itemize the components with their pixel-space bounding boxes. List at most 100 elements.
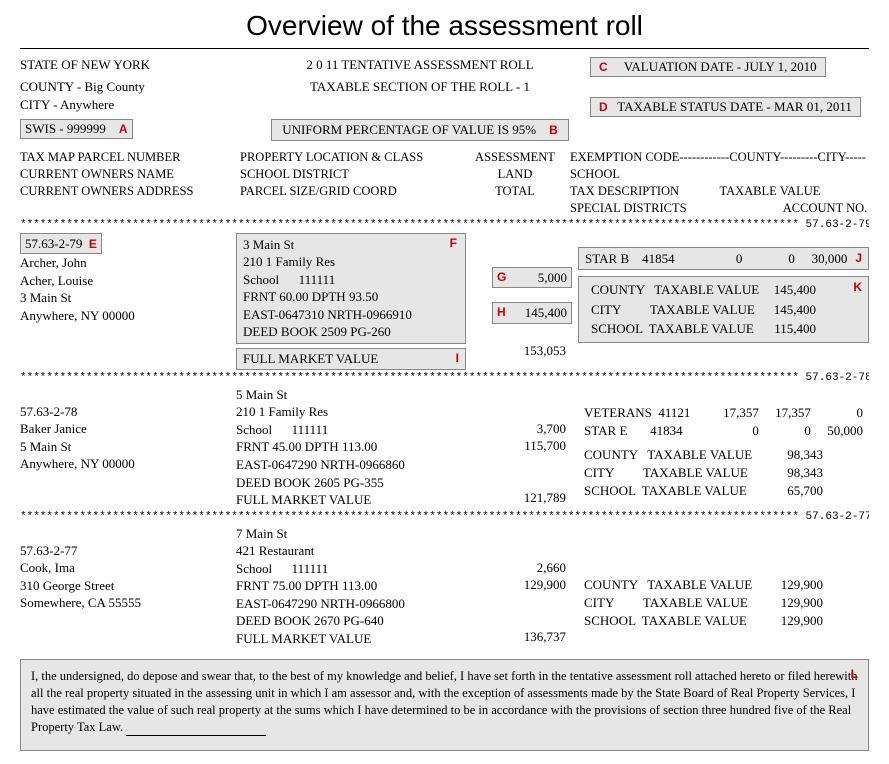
city-label: CITY - Anywhere <box>20 97 250 117</box>
parcel1-addr2: Anywhere, NY 00000 <box>20 307 230 325</box>
hdr-c4c: SPECIAL DISTRICTS ACCOUNT NO. <box>570 200 869 217</box>
roll-title: 2 0 11 TENTATIVE ASSESSMENT ROLL <box>250 57 590 77</box>
parcel2-fmv: 121,789 <box>472 489 566 507</box>
parcel3-east: EAST-0647290 NRTH-0966800 <box>236 595 466 613</box>
parcel1-ex-county: 0 <box>690 250 742 268</box>
parcel1-fmv: 153,053 <box>472 342 572 360</box>
hdr-c4b: TAX DESCRIPTION TAXABLE VALUE <box>570 183 869 200</box>
p2-ex1: VETERANS 41121 <box>580 405 711 421</box>
parcel1-east: EAST-0647310 NRTH-0966910 <box>243 306 459 324</box>
letter-c: C <box>599 60 608 74</box>
p2-tv-school-l: SCHOOL TAXABLE VALUE <box>580 483 776 499</box>
signature-line <box>126 735 266 736</box>
parcel1-id: 57.63-2-79 <box>25 236 82 251</box>
letter-b: B <box>549 123 558 137</box>
parcel3-addr2: Somewhere, CA 55555 <box>20 594 230 612</box>
p1-tv-county-l: COUNTY TAXABLE VALUE <box>587 281 767 299</box>
hdr-c4a: EXEMPTION CODE------------COUNTY--------… <box>570 149 869 183</box>
state-label: STATE OF NEW YORK <box>20 57 250 77</box>
parcel1-fmv-label: FULL MARKET VALUE <box>243 351 378 366</box>
p2-tv-city-v: 98,343 <box>778 465 827 481</box>
p2-tv-county-v: 98,343 <box>778 447 827 463</box>
letter-e: E <box>89 237 97 251</box>
parcel3-school: School 111111 <box>236 560 466 578</box>
parcel1-ex-school: 30,000 <box>795 250 847 268</box>
parcel2-addr2: Anywhere, NY 00000 <box>20 455 230 473</box>
parcel3-owner1: Cook, Ima <box>20 559 230 577</box>
page-title: Overview of the assessment roll <box>20 10 869 42</box>
uniform-pct: UNIFORM PERCENTAGE OF VALUE IS 95% <box>282 122 536 137</box>
p2-ex1-city: 17,357 <box>765 405 815 421</box>
parcel2-owner1: Baker Janice <box>20 420 230 438</box>
parcel2-fmv-label: FULL MARKET VALUE <box>236 491 466 509</box>
p1-tv-city-l: CITY TAXABLE VALUE <box>587 301 767 319</box>
letter-j: J <box>855 250 862 268</box>
parcel2-total: 115,700 <box>472 437 566 455</box>
parcel1-class: 210 1 Family Res <box>243 253 459 271</box>
parcel2-land: 3,700 <box>472 420 566 438</box>
parcel3-deed: DEED BOOK 2670 PG-640 <box>236 612 466 630</box>
hdr-c2b: SCHOOL DISTRICT <box>240 166 460 183</box>
p2-ex2-city: 0 <box>765 423 815 439</box>
letter-l: L <box>851 666 858 682</box>
parcel-row: 57.63-2-79 E Archer, John Acher, Louise … <box>20 233 869 370</box>
hdr-c1a: TAX MAP PARCEL NUMBER <box>20 149 240 166</box>
p3-tv-city-v: 129,900 <box>773 595 827 611</box>
parcel2-class: 210 1 Family Res <box>236 403 466 421</box>
county-label: COUNTY - Big County <box>20 79 250 95</box>
p3-tv-city-l: CITY TAXABLE VALUE <box>580 595 771 611</box>
parcel3-total: 129,900 <box>472 576 566 594</box>
parcel3-addr1: 310 George Street <box>20 577 230 595</box>
star-suffix-1: 57.63-2-79 *************** <box>799 219 869 231</box>
parcel3-class: 421 Restaurant <box>236 542 466 560</box>
letter-d: D <box>599 100 608 114</box>
taxable-status-date: TAXABLE STATUS DATE - MAR 01, 2011 <box>617 99 852 114</box>
star-suffix-2: 57.63-2-78 *************** <box>799 372 869 384</box>
parcel2-id: 57.63-2-78 <box>20 403 230 421</box>
hdr-c1c: CURRENT OWNERS ADDRESS <box>20 183 240 200</box>
letter-k: K <box>853 279 862 295</box>
oath-box: L I, the undersigned, do depose and swea… <box>20 659 869 751</box>
parcel1-loc: 3 Main St <box>243 236 459 254</box>
p2-tv-city-l: CITY TAXABLE VALUE <box>580 465 776 481</box>
hdr-c3b: LAND <box>460 166 570 183</box>
column-headers: TAX MAP PARCEL NUMBER CURRENT OWNERS NAM… <box>20 149 869 217</box>
letter-g: G <box>497 269 506 285</box>
parcel3-frnt: FRNT 75.00 DPTH 113.00 <box>236 577 466 595</box>
p2-ex2: STAR E 41834 <box>580 423 711 439</box>
p1-tv-school-v: 115,400 <box>769 320 820 338</box>
parcel-row: 57.63-2-78 Baker Janice 5 Main St Anywhe… <box>20 386 869 509</box>
parcel1-exempt: STAR B 41854 <box>585 250 690 268</box>
p1-tv-school-l: SCHOOL TAXABLE VALUE <box>587 320 767 338</box>
divider-stars: ****************************************… <box>20 511 869 523</box>
hdr-c2a: PROPERTY LOCATION & CLASS <box>240 149 460 166</box>
p2-ex1-school: 0 <box>817 405 867 421</box>
p3-tv-school-v: 129,900 <box>773 613 827 629</box>
valuation-date: VALUATION DATE - JULY 1, 2010 <box>624 59 817 74</box>
parcel1-total: 145,400 <box>525 305 567 320</box>
parcel1-addr1: 3 Main St <box>20 289 230 307</box>
p2-ex2-school: 50,000 <box>817 423 867 439</box>
parcel3-fmv: 136,737 <box>472 628 566 646</box>
parcel2-frnt: FRNT 45.00 DPTH 113.00 <box>236 438 466 456</box>
letter-h: H <box>497 304 506 320</box>
p1-tv-city-v: 145,400 <box>769 301 820 319</box>
oath-text: I, the undersigned, do depose and swear … <box>31 669 857 734</box>
parcel3-id: 57.63-2-77 <box>20 542 230 560</box>
parcel3-land: 2,660 <box>472 559 566 577</box>
parcel1-deed: DEED BOOK 2509 PG-260 <box>243 323 459 341</box>
hdr-c1b: CURRENT OWNERS NAME <box>20 166 240 183</box>
parcel1-land: 5,000 <box>538 270 567 285</box>
p2-ex2-county: 0 <box>713 423 763 439</box>
swis-label: SWIS - 999999 <box>25 121 106 136</box>
parcel1-owner2: Acher, Louise <box>20 272 230 290</box>
p3-tv-county-l: COUNTY TAXABLE VALUE <box>580 577 771 593</box>
parcel-row: 57.63-2-77 Cook, Ima 310 George Street S… <box>20 525 869 648</box>
parcel1-ex-city: 0 <box>742 250 794 268</box>
p3-tv-county-v: 129,900 <box>773 577 827 593</box>
letter-i: I <box>456 351 459 365</box>
divider-stars: ****************************************… <box>20 372 869 384</box>
p2-ex1-county: 17,357 <box>713 405 763 421</box>
parcel2-school: School 111111 <box>236 421 466 439</box>
header-block: STATE OF NEW YORK 2 0 11 TENTATIVE ASSES… <box>20 57 869 141</box>
